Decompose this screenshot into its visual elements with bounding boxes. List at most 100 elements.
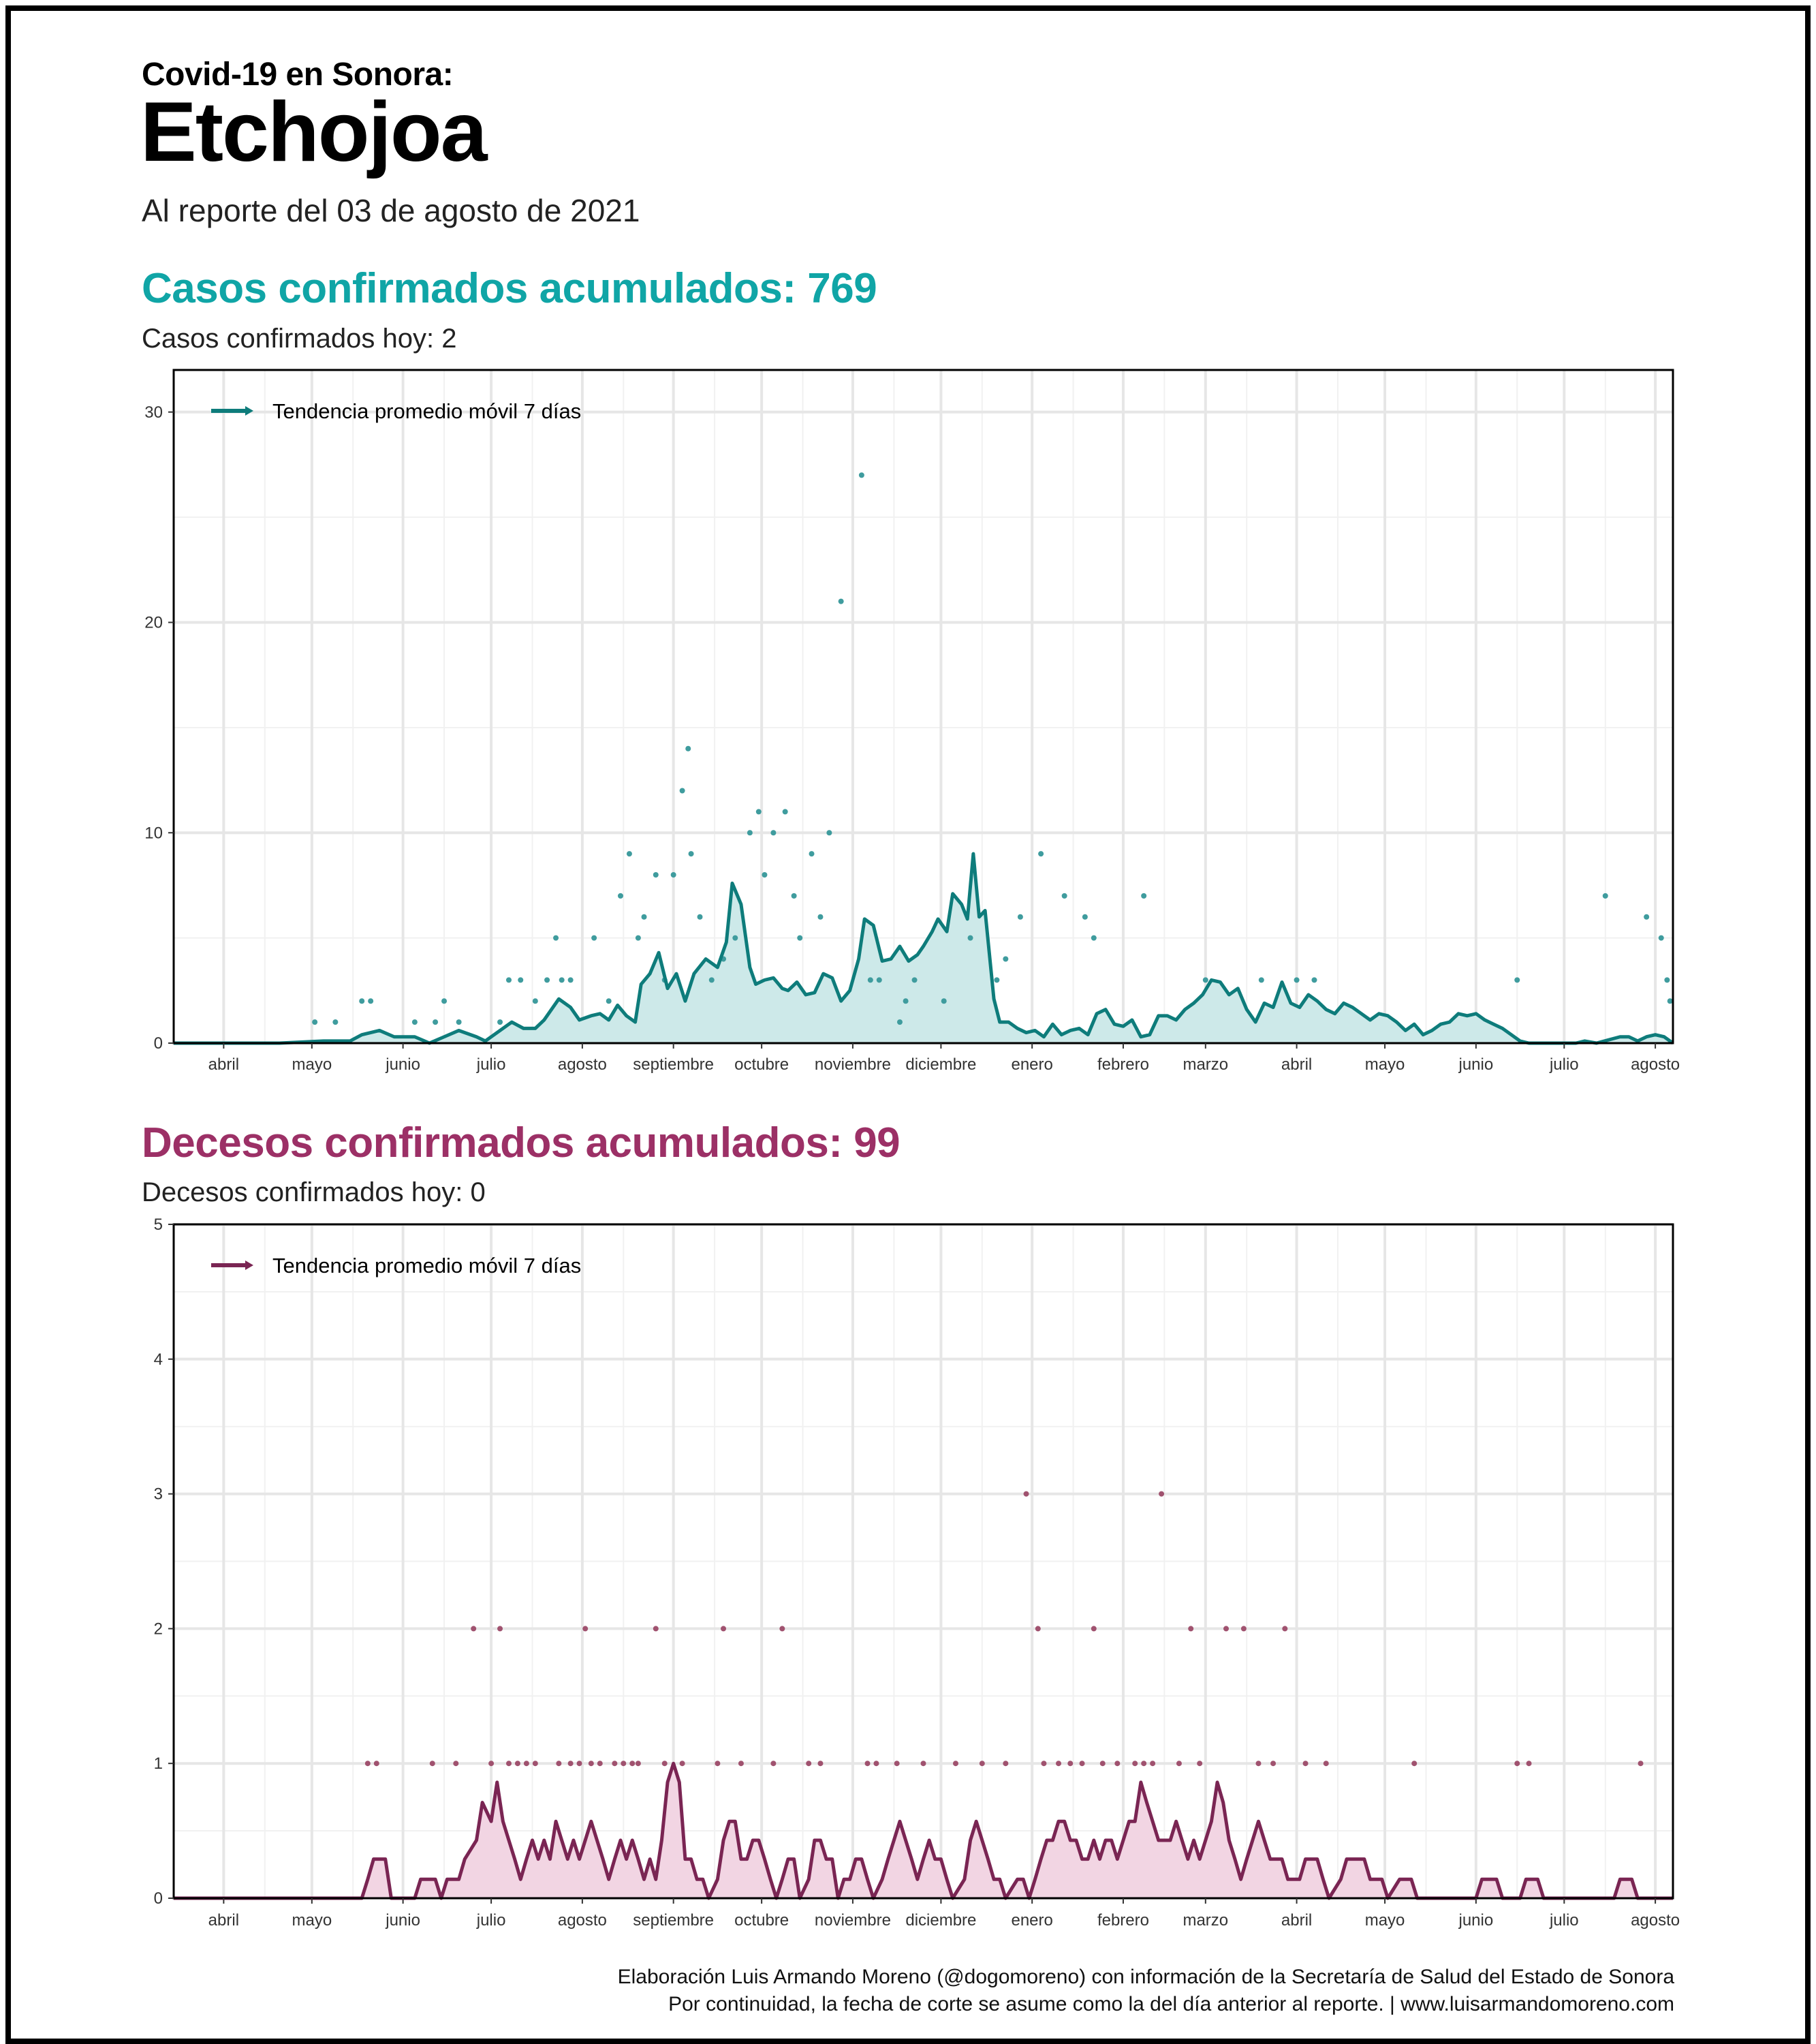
daily-point <box>782 809 788 815</box>
x-tick-label: enero <box>1011 1911 1052 1930</box>
daily-point <box>635 1761 641 1767</box>
daily-point <box>368 998 374 1004</box>
daily-point <box>1176 1761 1182 1767</box>
x-tick-label: junio <box>385 1055 420 1074</box>
daily-point <box>429 1761 435 1767</box>
daily-point <box>838 598 844 604</box>
daily-point <box>867 977 873 983</box>
daily-point <box>576 1761 582 1767</box>
daily-point <box>679 1761 685 1767</box>
daily-point <box>553 935 559 941</box>
daily-point <box>894 1761 900 1767</box>
daily-point <box>1067 1761 1074 1767</box>
x-tick-label: agosto <box>1631 1911 1680 1930</box>
daily-point <box>433 1019 439 1025</box>
daily-point <box>708 977 715 983</box>
x-tick-label: julio <box>476 1055 506 1074</box>
daily-point <box>1202 977 1208 983</box>
daily-point <box>635 935 641 941</box>
x-tick-label: mayo <box>1365 1055 1405 1074</box>
daily-point <box>679 788 685 794</box>
y-tick-label: 3 <box>154 1485 163 1504</box>
x-tick-label: agosto <box>558 1055 607 1074</box>
daily-point <box>1061 893 1067 899</box>
daily-point <box>411 1019 418 1025</box>
footer-note: Por continuidad, la fecha de corte se as… <box>668 1993 1674 2015</box>
daily-point <box>817 914 824 920</box>
y-tick-label: 10 <box>144 824 163 842</box>
x-tick-label: mayo <box>292 1055 332 1074</box>
x-tick-label: octubre <box>734 1055 789 1074</box>
daily-point <box>364 1761 371 1767</box>
daily-point <box>312 1019 318 1025</box>
daily-point <box>770 1761 777 1767</box>
daily-point <box>688 851 694 857</box>
y-tick-label: 5 <box>154 1215 163 1234</box>
daily-point <box>858 472 864 478</box>
x-tick-label: junio <box>385 1911 420 1930</box>
daily-point <box>1082 914 1088 920</box>
x-tick-label: noviembre <box>815 1911 891 1930</box>
daily-point <box>1323 1761 1329 1767</box>
daily-point <box>1282 1626 1288 1632</box>
daily-point <box>967 935 973 941</box>
daily-point <box>873 1761 879 1767</box>
daily-point <box>1197 1761 1203 1767</box>
daily-point <box>359 998 365 1004</box>
header-kicker: Covid-19 en Sonora: <box>142 57 454 93</box>
x-tick-label: enero <box>1011 1055 1052 1074</box>
daily-point <box>505 977 512 983</box>
daily-point <box>911 977 918 983</box>
daily-point <box>1141 893 1147 899</box>
daily-point <box>597 1761 603 1767</box>
daily-point <box>715 1761 721 1767</box>
daily-point <box>941 998 947 1004</box>
y-tick-label: 20 <box>144 614 163 632</box>
daily-point <box>1514 1761 1520 1767</box>
legend-label: Tendencia promedio móvil 7 días <box>272 1254 581 1278</box>
plot-area <box>174 370 1673 1043</box>
daily-point <box>523 1761 529 1767</box>
x-tick-label: marzo <box>1183 1911 1228 1930</box>
daily-point <box>1638 1761 1644 1767</box>
daily-point <box>755 809 762 815</box>
page-title: Etchojoa <box>140 85 488 179</box>
daily-point <box>1159 1491 1165 1497</box>
daily-point <box>497 1019 503 1025</box>
daily-point <box>896 1019 903 1025</box>
daily-point <box>1514 977 1520 983</box>
x-tick-label: abril <box>208 1911 239 1930</box>
report-date: Al reporte del 03 de agosto de 2021 <box>142 193 640 228</box>
daily-point <box>1188 1626 1194 1632</box>
daily-point <box>1294 977 1300 983</box>
x-tick-label: junio <box>1458 1911 1493 1930</box>
trend-area <box>174 1763 1673 1898</box>
daily-point <box>1664 977 1670 983</box>
x-tick-label: julio <box>1549 1055 1579 1074</box>
daily-point <box>567 1761 574 1767</box>
y-tick-label: 2 <box>154 1620 163 1638</box>
daily-point <box>791 893 797 899</box>
trend-line <box>174 1761 1673 1900</box>
daily-point <box>762 872 768 878</box>
daily-point <box>797 935 803 941</box>
daily-point <box>826 830 832 836</box>
daily-point <box>621 1761 627 1767</box>
y-tick-label: 4 <box>154 1350 163 1369</box>
daily-point <box>1526 1761 1532 1767</box>
daily-point <box>1270 1761 1277 1767</box>
x-tick-label: agosto <box>1631 1055 1680 1074</box>
x-tick-label: agosto <box>558 1911 607 1930</box>
x-tick-label: julio <box>1549 1911 1579 1930</box>
y-tick-label: 0 <box>154 1889 163 1908</box>
daily-point <box>617 893 623 899</box>
daily-point <box>920 1761 926 1767</box>
daily-point <box>471 1626 477 1632</box>
daily-point <box>732 935 738 941</box>
daily-point <box>994 977 1000 983</box>
daily-point <box>1038 851 1044 857</box>
daily-point <box>567 977 574 983</box>
x-tick-label: febrero <box>1097 1055 1149 1074</box>
x-tick-label: febrero <box>1097 1911 1149 1930</box>
